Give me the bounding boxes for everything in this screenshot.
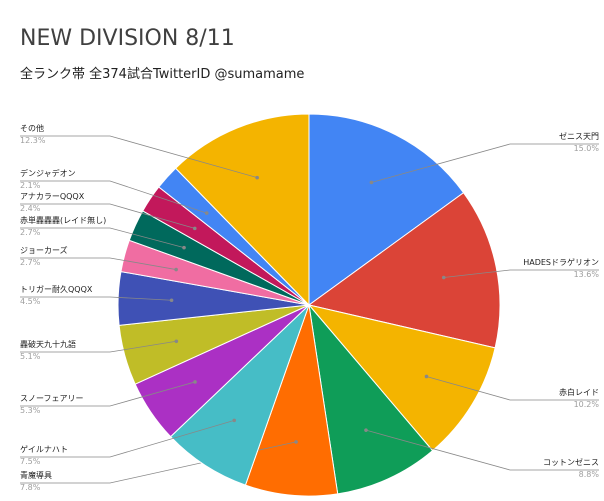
slice-label: ゼニス天門 bbox=[559, 131, 599, 141]
slice-value-label: 4.5% bbox=[20, 297, 41, 306]
leader-line bbox=[20, 135, 258, 179]
slice-value-label: 2.4% bbox=[20, 204, 41, 213]
slice-value-label: 8.8% bbox=[579, 470, 600, 479]
slice-label: 赤単轟轟轟(レイド無し) bbox=[20, 215, 106, 225]
leader-line bbox=[20, 180, 207, 214]
pie-slice bbox=[308, 113, 465, 306]
slice-value-label: 13.6% bbox=[574, 270, 600, 279]
slice-label: ゲイルナハト bbox=[20, 444, 68, 454]
slice-value-label: 7.5% bbox=[20, 457, 41, 466]
slice-value-label: 12.3% bbox=[20, 136, 46, 145]
slice-value-label: 15.0% bbox=[574, 144, 600, 153]
leader-dot bbox=[441, 275, 446, 280]
leader-dot bbox=[182, 245, 186, 250]
pie-slice bbox=[308, 303, 434, 495]
pie-slice bbox=[307, 192, 501, 349]
slice-label: アナカラーQQQX bbox=[20, 192, 85, 201]
slice-value-label: 2.1% bbox=[20, 181, 41, 190]
chart-title: NEW DIVISION 8/11 bbox=[20, 26, 235, 51]
slice-label: HADESドラゲリオン bbox=[523, 257, 599, 267]
slice-value-label: 2.7% bbox=[20, 228, 41, 237]
leader-line bbox=[443, 269, 599, 278]
slice-value-label: 2.7% bbox=[20, 258, 41, 267]
leader-line bbox=[20, 420, 235, 458]
slice-label: 赤白レイド bbox=[559, 387, 599, 397]
slice-label: 青魔導具 bbox=[20, 470, 52, 480]
leader-dot bbox=[255, 175, 259, 180]
chart-subtitle: 全ランク帯 全374試合TwitterID @sumamame bbox=[20, 67, 305, 82]
slice-label: その他 bbox=[20, 123, 44, 133]
slice-label: コットンゼニス bbox=[543, 457, 599, 467]
slice-value-label: 10.2% bbox=[574, 400, 600, 409]
leader-dot bbox=[169, 298, 174, 303]
slice-label: デンジャデオン bbox=[20, 168, 76, 178]
leader-dot bbox=[193, 380, 197, 384]
slice-value-label: 5.3% bbox=[20, 406, 41, 415]
slice-label: トリガー耐久QQQX bbox=[20, 284, 93, 294]
leader-line bbox=[426, 376, 599, 401]
slice-label: スノーフェアリー bbox=[20, 394, 84, 403]
leader-dot bbox=[204, 211, 209, 215]
leader-dot bbox=[174, 267, 178, 272]
leader-line bbox=[20, 203, 195, 229]
slice-value-label: 7.8% bbox=[20, 483, 41, 492]
pie-slice bbox=[307, 304, 496, 452]
leader-dot bbox=[424, 374, 429, 379]
leader-line bbox=[20, 381, 196, 407]
leader-line bbox=[20, 340, 177, 353]
leader-line bbox=[20, 296, 172, 301]
leader-dot bbox=[232, 418, 237, 423]
leader-dot bbox=[294, 440, 298, 444]
leader-dot bbox=[174, 339, 179, 344]
slice-value-label: 5.1% bbox=[20, 352, 41, 361]
leader-line bbox=[371, 143, 599, 183]
leader-line bbox=[20, 227, 185, 249]
leader-dot bbox=[364, 428, 368, 432]
leader-dot bbox=[369, 180, 374, 185]
leader-line bbox=[365, 429, 599, 471]
leader-dot bbox=[192, 226, 197, 231]
slice-label: ジョーカーズ bbox=[20, 245, 68, 255]
leader-line bbox=[20, 257, 177, 270]
slice-label: 轟破天九十九語 bbox=[20, 339, 76, 349]
pie-slice bbox=[174, 113, 310, 307]
